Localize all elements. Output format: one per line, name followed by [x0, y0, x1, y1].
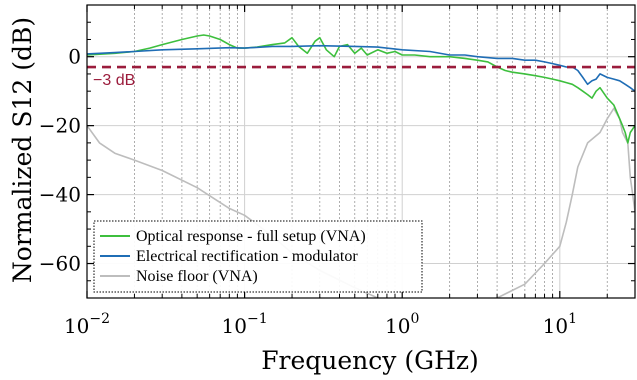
plot-area: [87, 34, 635, 298]
legend-label-2: Electrical rectification - modulator: [136, 248, 358, 265]
x-tick-label: 100: [385, 311, 419, 338]
x-tick-label-exponent: 1: [568, 311, 577, 327]
x-tick-label-exponent: −2: [89, 311, 110, 327]
legend: Optical response - full setup (VNA) Elect…: [93, 220, 423, 293]
reference-line-group: −3 dB: [87, 65, 635, 89]
series-line-2: [87, 44, 635, 92]
x-tick-label-base: 10: [64, 314, 89, 338]
plot-frame: [86, 4, 636, 299]
y-tick-label: 0: [68, 45, 81, 69]
x-tick-label-base: 10: [543, 314, 568, 338]
y-tick-label: −60: [39, 252, 81, 276]
x-tick-label: 10−2: [64, 311, 110, 338]
x-tick-label: 10−1: [222, 311, 268, 338]
x-tick-label-base: 10: [385, 314, 410, 338]
x-tick-label-exponent: 0: [410, 311, 419, 327]
y-tick-label: −40: [39, 183, 81, 207]
reference-line-label: −3 dB: [93, 72, 135, 89]
x-tick-label-exponent: −1: [247, 311, 268, 327]
legend-label-1: Optical response - full setup (VNA): [136, 228, 366, 245]
x-axis-title: Frequency (GHz): [261, 346, 479, 375]
y-tick-label: −20: [39, 114, 81, 138]
y-axis-title: Normalized S12 (dB): [8, 17, 37, 283]
series-line-1: [87, 34, 635, 144]
x-tick-label-base: 10: [222, 314, 247, 338]
x-tick-label: 101: [543, 311, 577, 338]
legend-box: [93, 220, 423, 293]
legend-label-3: Noise floor (VNA): [136, 268, 258, 285]
